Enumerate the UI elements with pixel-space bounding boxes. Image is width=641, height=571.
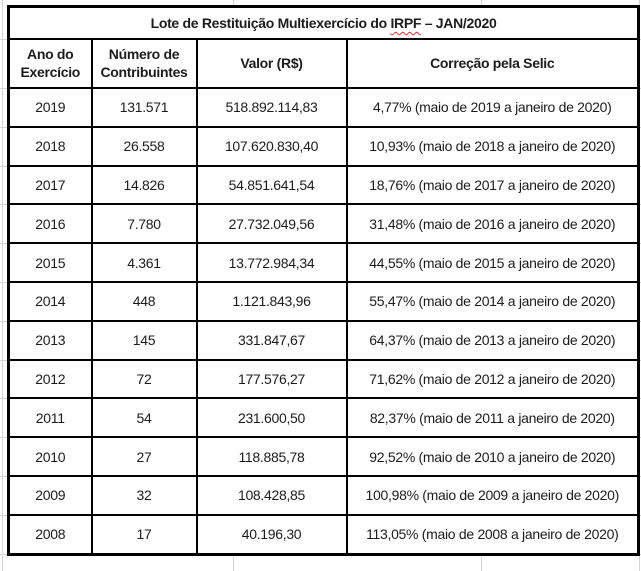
value-cell: 1.121.843,96 xyxy=(195,280,348,322)
value-cell: 177.576,27 xyxy=(195,358,348,400)
selic-cell: 71,62% (maio de 2012 a janeiro de 2020) xyxy=(345,358,640,400)
table-title: Lote de Restituição Multiexercício do IR… xyxy=(7,5,640,40)
table-row: 2013 145 331.847,67 64,37% (maio de 2013 a … xyxy=(7,319,640,361)
contributors-cell: 7.780 xyxy=(90,203,198,245)
table-row: 2019 131.571 518.892.114,83 4,77% (maio de … xyxy=(7,87,640,128)
table-row: 2009 32 108.428,85 100,98% (maio de 2009 a … xyxy=(7,474,640,516)
table-row: 2008 17 40.196,30 113,05% (maio de 2008 a j… xyxy=(7,513,640,556)
value-cell: 118.885,78 xyxy=(195,436,348,477)
year-cell: 2015 xyxy=(7,242,93,283)
column-header-contributors: Número de Contribuintes xyxy=(90,38,198,89)
title-row: Lote de Restituição Multiexercício do IR… xyxy=(7,5,640,40)
year-cell: 2018 xyxy=(7,125,93,167)
value-cell: 518.892.114,83 xyxy=(195,87,348,128)
title-prefix: Lote de Restituição Multiexercício do xyxy=(150,15,391,31)
table-row: 2010 27 118.885,78 92,52% (maio de 2010 a j… xyxy=(7,436,640,477)
table-row: 2014 448 1.121.843,96 55,47% (maio de 2014 … xyxy=(7,280,640,322)
year-cell: 2009 xyxy=(7,474,93,516)
table-row: 2015 4.361 13.772.984,34 44,55% (maio de 20… xyxy=(7,242,640,283)
header-row: Ano do Exercício Número de Contribuintes… xyxy=(7,38,640,89)
table-row: 2016 7.780 27.732.049,56 31,48% (maio de 20… xyxy=(7,203,640,245)
contributors-cell: 145 xyxy=(90,319,198,361)
table-row: 2012 72 177.576,27 71,62% (maio de 2012 a j… xyxy=(7,358,640,400)
year-cell: 2013 xyxy=(7,319,93,361)
table-row: 2017 14.826 54.851.641,54 18,76% (maio de 2… xyxy=(7,164,640,206)
value-cell: 331.847,67 xyxy=(195,319,348,361)
restitution-table: Lote de Restituição Multiexercício do IR… xyxy=(7,5,641,556)
table-body: 2019 131.571 518.892.114,83 4,77% (maio de … xyxy=(7,87,640,556)
title-suffix: – JAN/2020 xyxy=(421,15,497,31)
year-cell: 2014 xyxy=(7,280,93,322)
contributors-cell: 26.558 xyxy=(90,125,198,167)
title-misspelled-word: IRPF xyxy=(390,15,422,31)
column-header-value: Valor (R$) xyxy=(195,38,348,89)
selic-cell: 4,77% (maio de 2019 a janeiro de 2020) xyxy=(345,87,640,128)
value-cell: 231.600,50 xyxy=(195,397,348,439)
contributors-cell: 4.361 xyxy=(90,242,198,283)
contributors-cell: 27 xyxy=(90,436,198,477)
contributors-cell: 131.571 xyxy=(90,87,198,128)
selic-cell: 31,48% (maio de 2016 a janeiro de 2020) xyxy=(345,203,640,245)
spreadsheet-gridline xyxy=(2,0,3,571)
contributors-cell: 32 xyxy=(90,474,198,516)
contributors-cell: 17 xyxy=(90,513,198,556)
year-cell: 2019 xyxy=(7,87,93,128)
selic-cell: 18,76% (maio de 2017 a janeiro de 2020) xyxy=(345,164,640,206)
table-row: 2011 54 231.600,50 82,37% (maio de 2011 a j… xyxy=(7,397,640,439)
selic-cell: 44,55% (maio de 2015 a janeiro de 2020) xyxy=(345,242,640,283)
selic-cell: 82,37% (maio de 2011 a janeiro de 2020) xyxy=(345,397,640,439)
year-cell: 2012 xyxy=(7,358,93,400)
selic-cell: 64,37% (maio de 2013 a janeiro de 2020) xyxy=(345,319,640,361)
year-cell: 2010 xyxy=(7,436,93,477)
selic-cell: 92,52% (maio de 2010 a janeiro de 2020) xyxy=(345,436,640,477)
year-cell: 2008 xyxy=(7,513,93,556)
year-cell: 2017 xyxy=(7,164,93,206)
value-cell: 54.851.641,54 xyxy=(195,164,348,206)
value-cell: 108.428,85 xyxy=(195,474,348,516)
value-cell: 27.732.049,56 xyxy=(195,203,348,245)
selic-cell: 100,98% (maio de 2009 a janeiro de 2020) xyxy=(345,474,640,516)
year-cell: 2011 xyxy=(7,397,93,439)
column-header-selic: Correção pela Selic xyxy=(345,38,640,89)
table-row: 2018 26.558 107.620.830,40 10,93% (maio de … xyxy=(7,125,640,167)
value-cell: 40.196,30 xyxy=(195,513,348,556)
selic-cell: 55,47% (maio de 2014 a janeiro de 2020) xyxy=(345,280,640,322)
value-cell: 107.620.830,40 xyxy=(195,125,348,167)
year-cell: 2016 xyxy=(7,203,93,245)
contributors-cell: 72 xyxy=(90,358,198,400)
selic-cell: 10,93% (maio de 2018 a janeiro de 2020) xyxy=(345,125,640,167)
column-header-year: Ano do Exercício xyxy=(7,38,93,89)
contributors-cell: 54 xyxy=(90,397,198,439)
contributors-cell: 14.826 xyxy=(90,164,198,206)
value-cell: 13.772.984,34 xyxy=(195,242,348,283)
selic-cell: 113,05% (maio de 2008 a janeiro de 2020) xyxy=(345,513,640,556)
contributors-cell: 448 xyxy=(90,280,198,322)
